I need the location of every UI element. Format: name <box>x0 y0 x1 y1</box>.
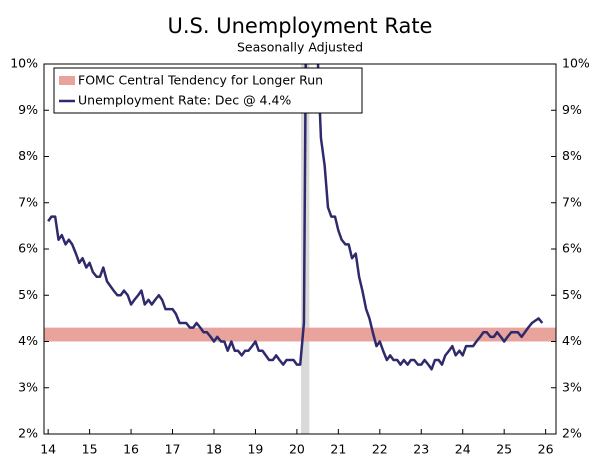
x-tick-label: 14 <box>40 442 56 457</box>
x-tick-label: 24 <box>455 442 471 457</box>
target-band <box>44 327 556 342</box>
y-tick-label: 8% <box>18 148 38 163</box>
legend-box <box>53 67 363 114</box>
y2-tick-label: 3% <box>562 379 582 394</box>
x-tick-label: 21 <box>330 442 346 457</box>
y-tick-label: 9% <box>18 102 38 117</box>
chart-title: U.S. Unemployment Rate <box>168 14 433 38</box>
y2-tick-label: 9% <box>562 102 582 117</box>
y-tick-label: 7% <box>18 194 38 209</box>
x-tick-label: 26 <box>538 442 554 457</box>
y2-tick-label: 4% <box>562 333 582 348</box>
x-tick-label: 25 <box>496 442 512 457</box>
x-tick-label: 16 <box>123 442 139 457</box>
x-tick-label: 18 <box>206 442 222 457</box>
legend-swatch <box>59 76 75 85</box>
y-tick-label: 10% <box>10 56 38 71</box>
y-tick-label: 2% <box>18 426 38 441</box>
y2-tick-label: 2% <box>562 426 582 441</box>
x-tick-label: 19 <box>247 442 263 457</box>
chart-subtitle: Seasonally Adjusted <box>237 40 363 55</box>
x-tick-label: 17 <box>165 442 181 457</box>
x-tick-label: 22 <box>372 442 388 457</box>
y-tick-label: 3% <box>18 379 38 394</box>
line <box>47 64 544 371</box>
y2-tick-label: 7% <box>562 194 582 209</box>
y2-tick-label: 8% <box>562 148 582 163</box>
x-tick-label: 15 <box>82 442 98 457</box>
y2-tick-label: 6% <box>562 241 582 256</box>
legend-label: Unemployment Rate: Dec @ 4.4% <box>78 93 291 108</box>
x-tick-label: 20 <box>289 442 305 457</box>
y-tick-label: 6% <box>18 241 38 256</box>
y2-tick-label: 10% <box>562 56 590 71</box>
legend-label: FOMC Central Tendency for Longer Run <box>78 73 323 88</box>
plot-frame <box>43 63 557 435</box>
y2-tick-label: 5% <box>562 287 582 302</box>
y-tick-label: 5% <box>18 287 38 302</box>
y-tick-label: 4% <box>18 333 38 348</box>
x-tick-label: 23 <box>413 442 429 457</box>
